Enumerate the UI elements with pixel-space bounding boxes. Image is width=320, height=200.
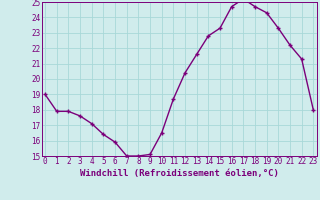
X-axis label: Windchill (Refroidissement éolien,°C): Windchill (Refroidissement éolien,°C)	[80, 169, 279, 178]
